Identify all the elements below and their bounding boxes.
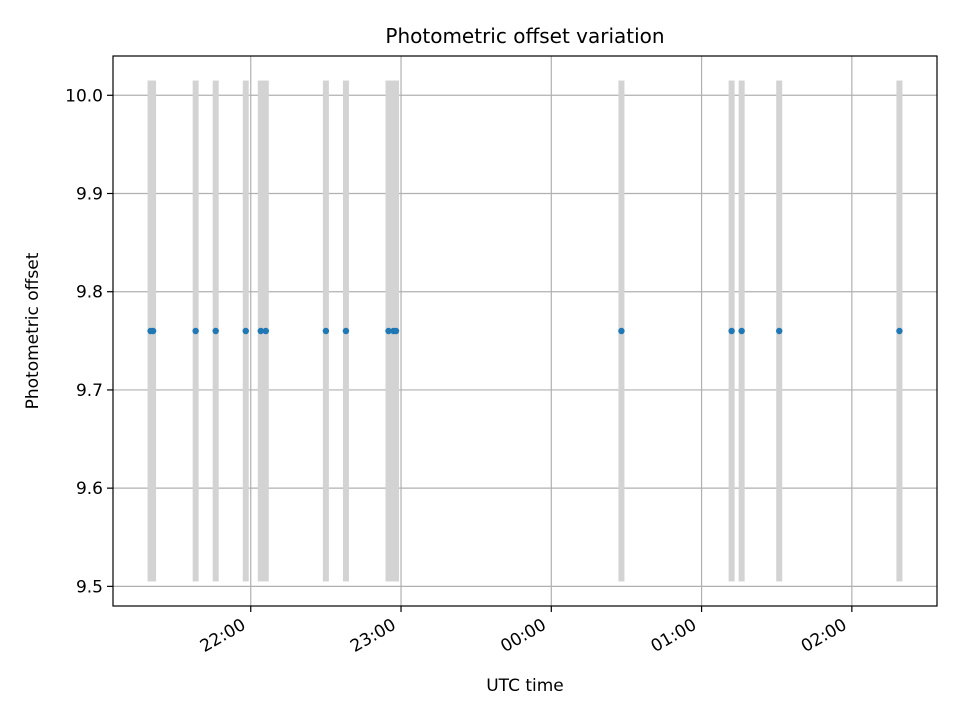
y-tick-label: 9.6 — [76, 479, 103, 499]
data-point — [242, 327, 249, 335]
y-axis-ticks: 9.5 9.6 9.7 9.8 9.9 10.0 — [65, 86, 113, 597]
data-point — [392, 327, 400, 335]
data-point — [262, 327, 269, 335]
data-point — [728, 327, 735, 335]
y-tick-label: 9.7 — [76, 381, 103, 401]
data-point — [385, 327, 392, 335]
data-point — [738, 327, 745, 335]
data-point — [192, 327, 199, 335]
plot-frame — [112, 55, 938, 607]
data-point — [149, 327, 157, 335]
y-axis-title: Photometric offset — [23, 252, 43, 409]
data-point — [896, 327, 903, 335]
grid — [113, 56, 937, 606]
y-tick-label: 10.0 — [65, 86, 103, 106]
chart-title: Photometric offset variation — [385, 24, 664, 48]
data-points — [147, 327, 903, 335]
y-tick-label: 9.9 — [76, 185, 103, 205]
x-axis-title: UTC time — [486, 676, 564, 696]
y-tick-label: 9.5 — [76, 577, 103, 597]
data-point — [322, 327, 330, 335]
data-point — [776, 327, 783, 335]
y-tick-label: 9.8 — [76, 283, 103, 303]
data-point — [212, 327, 219, 335]
data-point — [618, 327, 625, 335]
data-point — [342, 327, 350, 335]
data-point — [257, 327, 264, 335]
